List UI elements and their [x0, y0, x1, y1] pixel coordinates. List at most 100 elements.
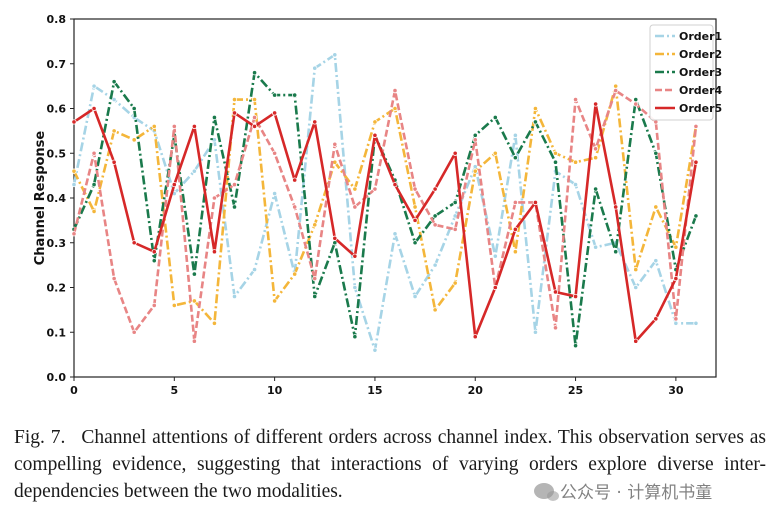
data-point — [572, 343, 579, 349]
data-point — [552, 289, 559, 295]
x-tick-label: 25 — [568, 384, 583, 397]
data-point — [131, 240, 137, 246]
data-point — [372, 119, 378, 125]
data-point — [352, 253, 358, 259]
data-point — [552, 150, 559, 156]
series-order5 — [71, 101, 699, 344]
data-point — [352, 334, 358, 340]
data-point — [111, 159, 117, 165]
data-point — [412, 186, 418, 192]
data-point — [512, 226, 518, 232]
y-tick-label: 0.0 — [47, 371, 67, 384]
data-point — [91, 150, 97, 156]
data-point — [372, 132, 378, 138]
wechat-icon — [534, 482, 559, 501]
series-line — [72, 89, 698, 343]
data-point — [71, 231, 77, 237]
data-point — [272, 92, 278, 98]
data-point — [593, 101, 599, 107]
data-point — [552, 159, 559, 165]
data-point — [71, 119, 77, 125]
data-point — [151, 249, 157, 255]
data-point — [673, 316, 679, 322]
y-tick-label: 0.8 — [47, 13, 67, 26]
data-point — [71, 168, 77, 174]
data-point — [392, 181, 398, 188]
y-tick-label: 0.7 — [47, 58, 67, 71]
data-point — [231, 204, 238, 210]
watermark: 公众号 · 计算机书童 — [534, 478, 712, 503]
data-point — [633, 338, 639, 344]
data-point — [151, 302, 157, 308]
data-point — [452, 280, 458, 286]
data-point — [633, 101, 639, 107]
data-point — [532, 105, 539, 112]
data-point — [572, 96, 579, 103]
data-point — [633, 266, 639, 273]
data-point — [151, 258, 157, 264]
data-point — [211, 249, 218, 255]
data-point — [613, 204, 619, 210]
data-point — [452, 150, 458, 156]
data-point — [131, 329, 137, 335]
legend-label: Order2 — [679, 48, 722, 61]
data-point — [512, 249, 518, 255]
data-point — [251, 266, 258, 273]
legend-label: Order4 — [679, 84, 723, 97]
legend: Order1 Order2 Order3 Order4 Order5 — [649, 24, 723, 121]
caption-text: Channel attentions of different orders a… — [14, 427, 766, 502]
data-point — [532, 329, 539, 335]
data-point — [372, 186, 378, 192]
data-point — [312, 275, 318, 282]
data-point — [91, 105, 97, 112]
data-point — [292, 92, 298, 98]
data-point — [312, 119, 318, 125]
watermark-text: 公众号 · 计算机书童 — [560, 483, 713, 503]
data-point — [231, 96, 238, 103]
x-tick-label: 5 — [170, 384, 178, 397]
data-point — [653, 204, 659, 210]
data-point — [432, 307, 438, 313]
data-point — [432, 213, 438, 219]
data-point — [512, 155, 518, 161]
legend-label: Order1 — [679, 30, 722, 43]
data-point — [251, 96, 258, 103]
y-tick-label: 0.4 — [47, 192, 67, 205]
data-point — [452, 226, 458, 232]
data-point — [71, 181, 77, 188]
data-point — [693, 159, 699, 165]
data-point — [111, 128, 117, 134]
data-point — [492, 253, 498, 259]
legend-box — [649, 24, 714, 121]
series-line — [72, 84, 698, 325]
data-point — [151, 123, 157, 130]
data-point — [572, 159, 579, 165]
x-tick-label: 10 — [267, 384, 283, 397]
data-point — [312, 293, 318, 300]
data-point — [392, 231, 398, 237]
data-point — [492, 114, 498, 121]
data-point — [593, 155, 599, 161]
y-tick-label: 0.6 — [47, 103, 67, 116]
data-point — [91, 208, 97, 215]
data-point — [432, 222, 438, 228]
data-point — [412, 217, 418, 223]
data-point — [111, 275, 117, 282]
data-point — [191, 123, 197, 130]
data-point — [251, 123, 258, 130]
data-point — [593, 146, 599, 152]
data-point — [171, 181, 177, 188]
data-point — [392, 88, 398, 94]
series-line — [72, 71, 698, 347]
data-point — [653, 316, 659, 322]
data-point — [292, 177, 298, 183]
data-point — [613, 83, 619, 89]
caption-label: Fig. 7. — [14, 427, 66, 448]
y-tick-label: 0.3 — [47, 237, 67, 250]
y-tick-label: 0.1 — [47, 326, 67, 339]
data-point — [432, 186, 438, 192]
data-point — [111, 96, 117, 103]
data-point — [251, 114, 258, 121]
series-line — [72, 53, 696, 352]
data-point — [412, 293, 418, 300]
